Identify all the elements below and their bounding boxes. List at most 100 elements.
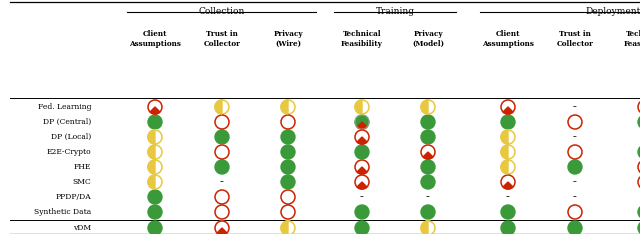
Text: Training: Training [376, 7, 415, 16]
Circle shape [421, 221, 435, 234]
Polygon shape [503, 107, 513, 114]
Circle shape [148, 160, 162, 174]
Circle shape [148, 145, 162, 159]
Text: Synthetic Data: Synthetic Data [34, 208, 91, 216]
Circle shape [148, 175, 162, 189]
Circle shape [281, 145, 295, 159]
Text: –: – [426, 193, 430, 201]
Circle shape [501, 145, 515, 159]
Polygon shape [148, 130, 155, 144]
Circle shape [421, 175, 435, 189]
Circle shape [638, 115, 640, 129]
Circle shape [355, 221, 369, 234]
Text: Trust in
Collector: Trust in Collector [557, 30, 593, 48]
Text: E2E-Crypto: E2E-Crypto [46, 148, 91, 156]
Text: FHE: FHE [74, 163, 91, 171]
Circle shape [281, 160, 295, 174]
Circle shape [638, 160, 640, 174]
Circle shape [421, 160, 435, 174]
Circle shape [355, 100, 369, 114]
Text: –: – [573, 132, 577, 142]
Text: PPDP/DA: PPDP/DA [55, 193, 91, 201]
Text: –: – [573, 178, 577, 186]
Circle shape [355, 175, 369, 189]
Circle shape [421, 100, 435, 114]
Polygon shape [148, 160, 155, 174]
Polygon shape [215, 100, 222, 114]
Circle shape [148, 205, 162, 219]
Text: –: – [573, 102, 577, 111]
Circle shape [355, 145, 369, 159]
Circle shape [215, 205, 229, 219]
Circle shape [148, 100, 162, 114]
Circle shape [568, 115, 582, 129]
Circle shape [421, 145, 435, 159]
Circle shape [501, 100, 515, 114]
Circle shape [568, 160, 582, 174]
Circle shape [148, 115, 162, 129]
Polygon shape [501, 145, 508, 159]
Circle shape [215, 115, 229, 129]
Circle shape [148, 221, 162, 234]
Polygon shape [217, 228, 227, 234]
Text: –: – [573, 193, 577, 201]
Text: Deployment: Deployment [586, 7, 640, 16]
Text: Privacy
(Wire): Privacy (Wire) [273, 30, 303, 48]
Circle shape [215, 145, 229, 159]
Polygon shape [148, 145, 155, 159]
Text: Privacy
(Model): Privacy (Model) [412, 30, 444, 48]
Text: DP (Local): DP (Local) [51, 133, 91, 141]
Circle shape [281, 205, 295, 219]
Circle shape [355, 160, 369, 174]
Polygon shape [421, 100, 428, 114]
Text: –: – [506, 193, 510, 201]
Circle shape [421, 115, 435, 129]
Polygon shape [357, 182, 367, 189]
Circle shape [355, 115, 369, 129]
Circle shape [281, 130, 295, 144]
Circle shape [355, 205, 369, 219]
Text: Technical
Feasibility: Technical Feasibility [624, 30, 640, 48]
Polygon shape [148, 175, 155, 189]
Circle shape [215, 100, 229, 114]
Circle shape [501, 175, 515, 189]
Circle shape [421, 205, 435, 219]
Circle shape [148, 190, 162, 204]
Text: Technical
Feasibility: Technical Feasibility [341, 30, 383, 48]
Circle shape [638, 205, 640, 219]
Text: Fed. Learning: Fed. Learning [38, 103, 91, 111]
Text: vDM: vDM [73, 224, 91, 232]
Text: –: – [360, 193, 364, 201]
Polygon shape [421, 221, 428, 234]
Circle shape [568, 221, 582, 234]
Polygon shape [503, 182, 513, 189]
Circle shape [215, 221, 229, 234]
Circle shape [638, 175, 640, 189]
Polygon shape [355, 100, 362, 114]
Circle shape [421, 130, 435, 144]
Circle shape [638, 221, 640, 234]
Circle shape [501, 205, 515, 219]
Polygon shape [357, 137, 367, 144]
Circle shape [501, 115, 515, 129]
Text: Client
Assumptions: Client Assumptions [129, 30, 181, 48]
Text: Trust in
Collector: Trust in Collector [204, 30, 241, 48]
Circle shape [501, 221, 515, 234]
Polygon shape [281, 221, 288, 234]
Circle shape [281, 100, 295, 114]
Circle shape [281, 221, 295, 234]
Text: SMC: SMC [72, 178, 91, 186]
Circle shape [215, 130, 229, 144]
Circle shape [568, 205, 582, 219]
Circle shape [638, 100, 640, 114]
Text: Client
Assumptions: Client Assumptions [482, 30, 534, 48]
Polygon shape [501, 130, 508, 144]
Text: –: – [220, 178, 224, 186]
Circle shape [638, 145, 640, 159]
Polygon shape [150, 107, 160, 114]
Circle shape [501, 160, 515, 174]
Polygon shape [501, 160, 508, 174]
Circle shape [281, 175, 295, 189]
Polygon shape [357, 167, 367, 174]
Circle shape [281, 190, 295, 204]
